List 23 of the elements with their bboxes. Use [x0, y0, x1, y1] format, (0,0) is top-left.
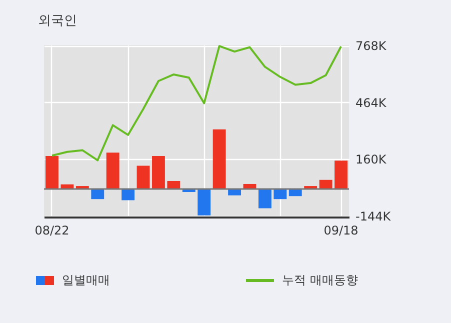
bar: [334, 160, 348, 190]
bar: [167, 180, 180, 190]
bar: [106, 152, 120, 190]
chart-title: 외국인: [38, 14, 77, 29]
legend-label: 누적 매매동향: [282, 272, 358, 289]
bar: [46, 156, 58, 190]
bar: [91, 189, 104, 200]
bar: [274, 189, 287, 200]
line-series: [50, 45, 342, 162]
y-tick-label: 160K: [356, 152, 388, 167]
y-tick-label: 464K: [356, 96, 388, 110]
y-tick-label: 768K: [356, 39, 388, 54]
bar: [122, 189, 135, 200]
bar: [319, 180, 332, 190]
y-tick-label: -144K: [356, 209, 392, 224]
bar: [152, 156, 165, 190]
legend-label: 일별매매: [62, 272, 110, 289]
x-tick-label: 08/22: [34, 224, 70, 238]
bar: [258, 189, 272, 208]
x-tick-label: 09/18: [324, 224, 358, 238]
bar: [212, 129, 226, 190]
bar: [136, 166, 150, 190]
bar: [198, 189, 211, 216]
